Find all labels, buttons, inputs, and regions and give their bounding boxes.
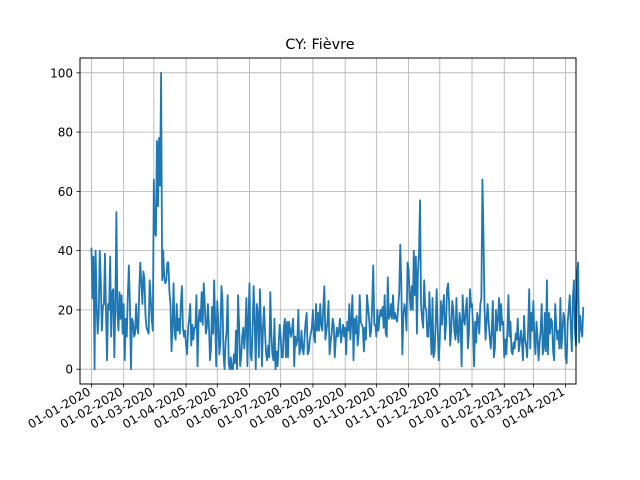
plot-area-frame: [79, 57, 577, 385]
series-layer: [90, 71, 585, 371]
chart-title: CY: Fièvre: [285, 37, 354, 53]
y-tick-label: 20: [58, 303, 73, 317]
y-tick-label: 80: [58, 126, 73, 140]
y-axis-ticks: 0 20 40 60 80 100: [50, 66, 80, 377]
series-line: [90, 71, 585, 371]
y-tick-label: 40: [58, 244, 73, 258]
y-tick-label: 0: [65, 363, 73, 377]
y-tick-label: 100: [50, 66, 73, 80]
y-tick-label: 60: [58, 185, 73, 199]
